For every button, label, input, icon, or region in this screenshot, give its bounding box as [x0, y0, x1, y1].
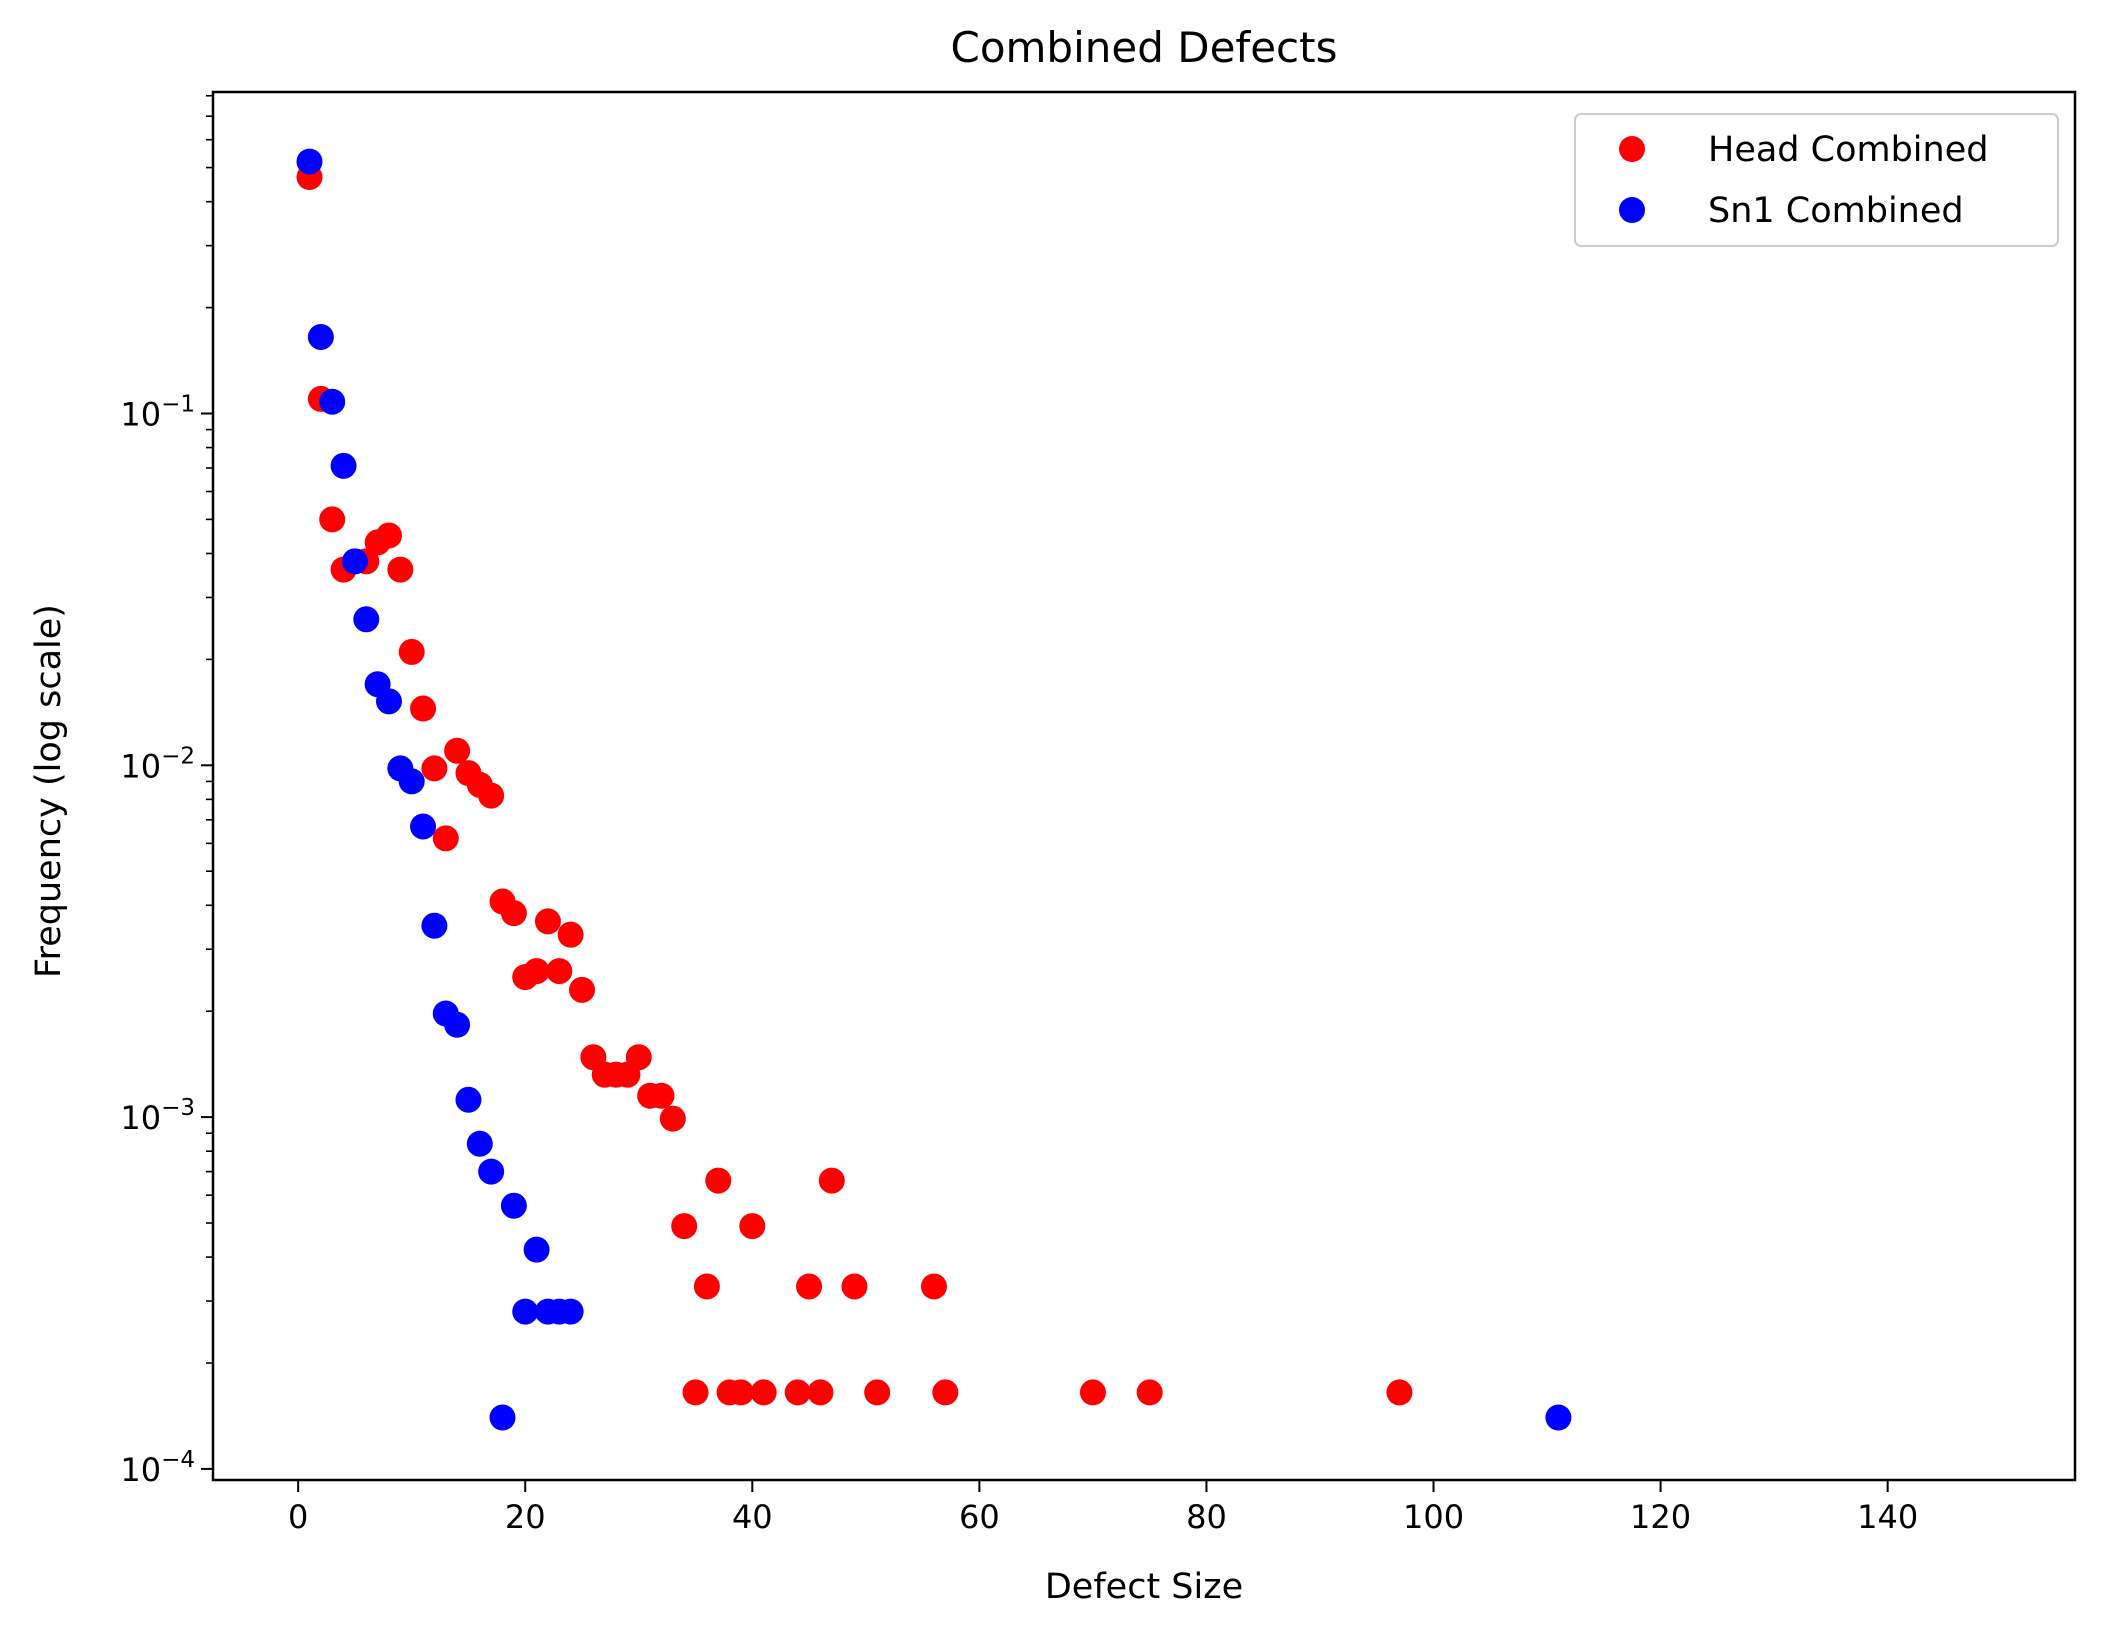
head-combined-point — [818, 1167, 845, 1194]
head-combined-point — [398, 638, 425, 665]
sn1-combined-point — [319, 388, 346, 415]
head-combined-point — [478, 782, 505, 809]
head-combined-point — [568, 976, 595, 1003]
sn1-combined-point — [466, 1130, 493, 1157]
x-axis-label: Defect Size — [1045, 1567, 1243, 1607]
sn1-combined-point — [444, 1011, 471, 1038]
sn1-combined-point — [455, 1086, 482, 1113]
x-tick-label: 120 — [1630, 1498, 1691, 1536]
head-combined-point — [807, 1379, 834, 1406]
sn1-combined-point — [410, 813, 437, 840]
x-tick-label: 40 — [732, 1498, 773, 1536]
head-combined-point — [375, 522, 402, 549]
head-combined-point — [796, 1273, 823, 1300]
sn1-combined-point — [500, 1192, 527, 1219]
legend-label: Head Combined — [1708, 130, 1988, 170]
sn1-combined-point — [296, 148, 323, 175]
plot-area: 0 20 40 60 80 100 120 140 10−1 10−2 10−3 10−4 Head C… — [120, 90, 2077, 1536]
chart-title: Combined Defects — [951, 23, 1338, 72]
head-combined-point — [421, 755, 448, 782]
head-combined-point — [1079, 1379, 1106, 1406]
head-combined-point — [1386, 1379, 1413, 1406]
head-combined-point — [671, 1213, 698, 1240]
sn1-combined-point — [523, 1236, 550, 1263]
sn1-combined-point — [398, 768, 425, 795]
head-combined-point — [523, 958, 550, 985]
head-combined-point — [546, 958, 573, 985]
head-combined-point — [319, 506, 346, 533]
head-combined-point — [682, 1379, 709, 1406]
x-tick-label: 60 — [959, 1498, 1000, 1536]
sn1-combined-point — [353, 606, 380, 633]
head-combined-point — [410, 695, 437, 722]
head-combined-point — [705, 1167, 732, 1194]
head-combined-point — [739, 1213, 766, 1240]
head-combined-point — [841, 1273, 868, 1300]
x-tick-label: 140 — [1857, 1498, 1918, 1536]
x-tick-label: 0 — [288, 1498, 308, 1536]
head-combined-point — [557, 921, 584, 948]
y-axis-label: Frequency (log scale) — [29, 604, 69, 978]
head-combined-point — [534, 908, 561, 935]
head-combined-point — [693, 1273, 720, 1300]
head-combined-point — [625, 1044, 652, 1071]
head-combined-point — [1136, 1379, 1163, 1406]
head-combined-point — [432, 825, 459, 852]
x-tick-label: 100 — [1403, 1498, 1464, 1536]
sn1-combined-point — [489, 1404, 516, 1431]
head-combined-point — [864, 1379, 891, 1406]
y-tick-label: 10−2 — [120, 743, 195, 785]
legend-marker — [1619, 197, 1645, 223]
y-tick-label: 10−3 — [120, 1095, 195, 1137]
head-combined-point — [500, 900, 527, 927]
sn1-combined-point — [557, 1298, 584, 1325]
sn1-combined-point — [307, 323, 334, 350]
legend-label: Sn1 Combined — [1708, 191, 1964, 231]
sn1-combined-point — [341, 548, 368, 575]
sn1-combined-point — [512, 1298, 539, 1325]
sn1-combined-point — [1545, 1404, 1572, 1431]
x-tick-label: 80 — [1186, 1498, 1227, 1536]
sn1-combined-point — [330, 452, 357, 479]
axes-frame — [211, 90, 2077, 1482]
y-tick-label: 10−1 — [120, 391, 195, 433]
sn1-combined-point — [478, 1158, 505, 1185]
head-combined-point — [750, 1379, 777, 1406]
head-combined-point — [444, 737, 471, 764]
y-tick-label: 10−4 — [120, 1447, 195, 1489]
sn1-combined-point — [375, 688, 402, 715]
head-combined-point — [932, 1379, 959, 1406]
head-combined-point — [387, 556, 414, 583]
legend-box — [1574, 113, 2059, 247]
legend-marker — [1619, 136, 1645, 162]
head-combined-point — [648, 1082, 675, 1109]
x-tick-label: 20 — [505, 1498, 546, 1536]
head-combined-point — [920, 1273, 947, 1300]
head-combined-point — [659, 1105, 686, 1132]
head-combined-point — [727, 1379, 754, 1406]
sn1-combined-point — [421, 912, 448, 939]
head-combined-point — [784, 1379, 811, 1406]
